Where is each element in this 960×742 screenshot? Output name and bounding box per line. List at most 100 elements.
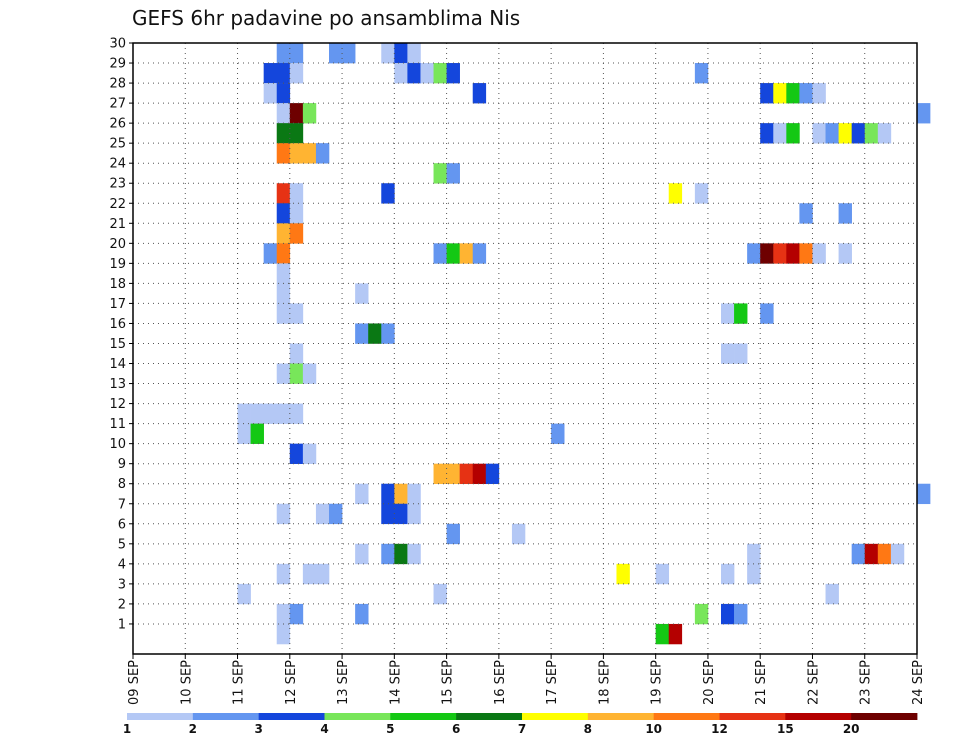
y-tick-label: 6 xyxy=(118,517,126,532)
heatmap-cell xyxy=(917,103,931,124)
heatmap-cell xyxy=(721,303,735,324)
heatmap-cell xyxy=(459,243,474,264)
heatmap-cell xyxy=(407,63,421,84)
heatmap-cell xyxy=(877,543,892,565)
heatmap-cell xyxy=(446,63,460,84)
heatmap-cell xyxy=(446,163,460,184)
legend-label: 4 xyxy=(320,722,328,736)
x-tick-label: 24 SEP xyxy=(911,660,926,705)
legend-label: 7 xyxy=(518,722,526,736)
y-tick-label: 2 xyxy=(118,597,126,612)
heatmap-cell xyxy=(342,43,356,64)
legend-color-swatch xyxy=(851,713,918,720)
y-tick-label: 10 xyxy=(109,437,126,452)
y-tick-label: 5 xyxy=(118,537,126,552)
legend-label: 10 xyxy=(645,722,662,736)
y-tick-label: 26 xyxy=(109,117,126,132)
heatmap-cell xyxy=(734,603,748,625)
legend-label: 2 xyxy=(189,722,197,736)
y-axis-ticks: 1234567891011121314151617181920212223242… xyxy=(109,37,133,632)
heatmap-cell xyxy=(381,483,395,505)
heatmap-cell xyxy=(394,543,408,565)
heatmap-cell xyxy=(302,103,317,124)
x-tick-label: 19 SEP xyxy=(650,660,665,705)
legend-label: 3 xyxy=(254,722,262,736)
heatmap-cell xyxy=(394,43,408,64)
heatmap-cell xyxy=(694,63,709,84)
legend-label: 8 xyxy=(584,722,592,736)
legend-label: 1 xyxy=(123,722,131,736)
x-tick-label: 10 SEP xyxy=(179,660,194,705)
legend-color-swatch xyxy=(719,713,786,720)
heatmap-cell xyxy=(433,243,447,264)
legend-label: 12 xyxy=(711,722,728,736)
heatmap-cell xyxy=(721,343,735,364)
color-legend: 1 2 3 4 5 6 7 8 10 12 15 20 xyxy=(123,713,918,736)
heatmap-cell xyxy=(407,543,421,565)
y-tick-label: 7 xyxy=(118,497,126,512)
heatmap-cell xyxy=(786,83,800,104)
heatmap-cell xyxy=(694,183,709,204)
x-tick-label: 21 SEP xyxy=(754,660,769,705)
x-tick-label: 20 SEP xyxy=(702,660,717,705)
heatmap-cell xyxy=(825,583,839,605)
heatmap-cell xyxy=(315,563,330,585)
heatmap-cell xyxy=(773,83,787,104)
heatmap-cell xyxy=(237,403,251,424)
heatmap-cell xyxy=(289,223,304,244)
heatmap-cell xyxy=(917,483,931,505)
legend-label: 20 xyxy=(843,722,860,736)
y-tick-label: 19 xyxy=(109,257,126,272)
y-tick-label: 1 xyxy=(118,617,126,632)
heatmap-cell xyxy=(250,423,264,444)
heatmap-cell xyxy=(289,63,304,84)
y-tick-label: 17 xyxy=(109,297,126,312)
legend-color-swatch xyxy=(785,713,852,720)
heatmap-cell xyxy=(289,363,304,384)
heatmap-cell xyxy=(851,543,866,565)
x-axis-ticks: 09 SEP 10 SEP 11 SEP 12 SEP 13 SEP 14 SEP 15 S… xyxy=(127,654,926,705)
y-tick-label: 14 xyxy=(109,357,126,372)
heatmap-cell xyxy=(368,323,382,344)
heatmap-cell xyxy=(289,403,304,424)
y-tick-label: 28 xyxy=(109,77,126,92)
x-tick-label: 23 SEP xyxy=(859,660,874,705)
y-tick-label: 9 xyxy=(118,457,126,472)
heatmap-cell xyxy=(302,143,317,164)
plot-frame xyxy=(132,42,918,655)
heatmap-cell xyxy=(289,43,304,64)
y-tick-label: 12 xyxy=(109,397,126,412)
heatmap-cell xyxy=(786,123,800,144)
y-tick-label: 3 xyxy=(118,577,126,592)
heatmap-cell xyxy=(877,123,892,144)
x-tick-label: 12 SEP xyxy=(284,660,299,705)
y-tick-label: 22 xyxy=(109,197,126,212)
heatmap-cell xyxy=(276,63,291,84)
heatmap-cell xyxy=(655,563,670,585)
y-tick-label: 24 xyxy=(109,157,126,172)
heatmap-cell xyxy=(407,43,421,64)
legend-label: 5 xyxy=(386,722,394,736)
heatmap-cell xyxy=(773,243,787,264)
heatmap-cell xyxy=(760,303,774,324)
y-tick-label: 8 xyxy=(118,477,126,492)
y-tick-label: 29 xyxy=(109,57,126,72)
heatmap-cell xyxy=(381,43,395,64)
x-tick-label: 17 SEP xyxy=(545,660,560,705)
y-tick-label: 27 xyxy=(109,97,126,112)
heatmap-cell xyxy=(381,183,395,204)
x-tick-label: 16 SEP xyxy=(493,660,508,705)
heatmap-cell xyxy=(355,543,369,565)
heatmap-cell xyxy=(760,123,774,144)
heatmap-cell xyxy=(786,243,800,264)
heatmap-cell xyxy=(381,503,395,525)
heatmap-cell xyxy=(263,243,278,264)
heatmap-cell xyxy=(511,523,526,545)
y-tick-label: 30 xyxy=(109,37,126,52)
heatmap-cell xyxy=(864,543,879,565)
heatmap-cell xyxy=(276,183,291,204)
heatmap-cell xyxy=(747,563,761,585)
heatmap-cell xyxy=(773,123,787,144)
heatmap-cell xyxy=(237,423,251,444)
